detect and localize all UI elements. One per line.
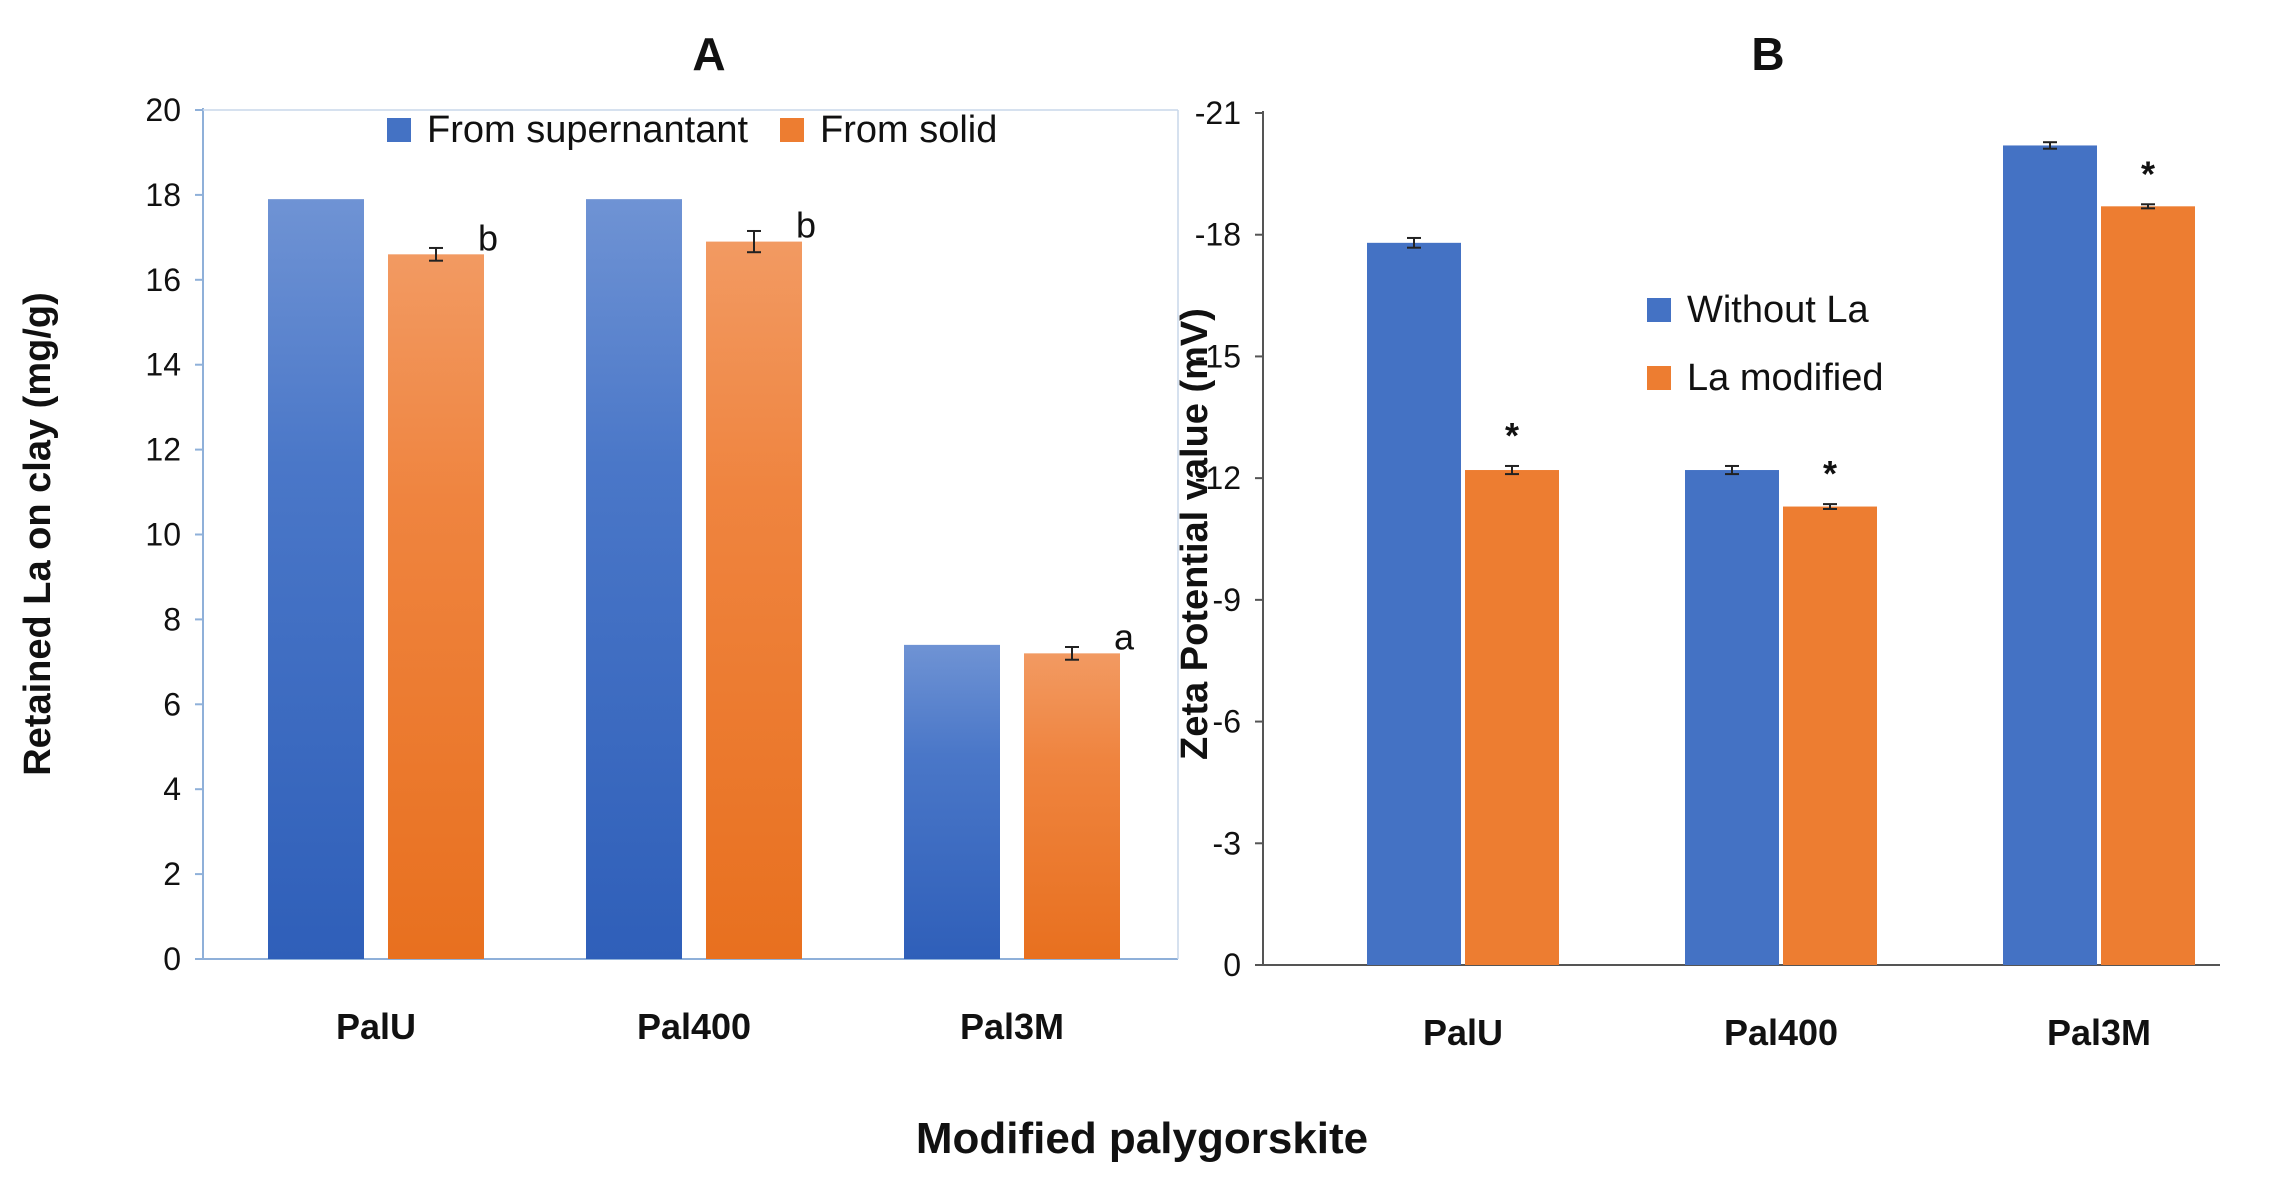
panel-a-y-axis-label: Retained La on clay (mg/g) <box>17 292 59 776</box>
panel-a-y-tick-label: 18 <box>145 177 181 213</box>
panel-b-y-tick-label: -9 <box>1213 582 1241 618</box>
panel-b-legend-label-1: Without La <box>1687 289 1870 331</box>
panel-b-bar-pal3m-series-2 <box>2101 206 2195 966</box>
panel-a-chart: A Retained La on clay (mg/g) 0 2 4 6 8 10 12 14 16… <box>17 28 1179 1047</box>
panel-a-bar-pal400-series-2 <box>706 241 802 960</box>
panel-a-legend-label-1: From supernantant <box>427 109 748 151</box>
panel-a-y-tick-label: 20 <box>145 92 181 128</box>
panel-a-legend-swatch-2 <box>780 118 804 142</box>
panel-b-bar-palu-series-2 <box>1465 470 1559 965</box>
panel-b-y-tick-label: -18 <box>1195 217 1241 253</box>
panel-b-bar-pal400-series-2 <box>1783 506 1877 965</box>
panel-b-y-tick-label: 0 <box>1223 947 1241 983</box>
panel-a-legend-label-2: From solid <box>820 109 997 151</box>
panel-b-y-tick-label: -12 <box>1195 460 1241 496</box>
panel-b-title: B <box>1751 28 1784 80</box>
panel-b-bar-palu-series-1 <box>1367 242 1461 966</box>
panel-b-significance-star: * <box>1823 453 1837 494</box>
panel-a-x-tick-label: Pal400 <box>637 1006 751 1047</box>
panel-a-x-tick-label: Pal3M <box>960 1006 1064 1047</box>
panel-a-y-tick-label: 6 <box>163 686 181 722</box>
panel-a-significance-letter: b <box>796 205 816 246</box>
panel-b-y-tick-label: -21 <box>1195 95 1241 131</box>
panel-b-x-tick-label: PalU <box>1423 1012 1503 1053</box>
panel-a-bar-palu-series-1 <box>268 199 364 959</box>
panel-a-y-tick-label: 10 <box>145 517 181 553</box>
panel-a-y-tick-label: 8 <box>163 601 181 637</box>
panel-a-legend-swatch-1 <box>387 118 411 142</box>
panel-b-x-tick-label: Pal400 <box>1724 1012 1838 1053</box>
panel-a-bar-pal3m-series-1 <box>904 644 1000 959</box>
panel-a-y-tick-label: 4 <box>163 771 181 807</box>
panel-b-y-tick-label: -3 <box>1213 825 1241 861</box>
panel-b-bar-pal3m-series-1 <box>2003 145 2097 965</box>
panel-a-y-tick-label: 12 <box>145 432 181 468</box>
panel-a-bar-pal400-series-1 <box>586 199 682 959</box>
panel-b-legend-swatch-2 <box>1647 366 1671 390</box>
panel-a-significance-letter: b <box>478 217 498 258</box>
panel-a-y-tick-label: 14 <box>145 347 181 383</box>
shared-x-axis-label: Modified palygorskite <box>916 1114 1368 1163</box>
panel-a-y-tick-label: 2 <box>163 856 181 892</box>
panel-b-x-tick-label: Pal3M <box>2047 1012 2151 1053</box>
panel-b-y-tick-label: -15 <box>1195 338 1241 374</box>
panel-a-significance-letter: a <box>1114 616 1135 657</box>
panel-a-x-tick-label: PalU <box>336 1006 416 1047</box>
panel-a-title: A <box>692 28 725 80</box>
panel-a-bar-pal3m-series-2 <box>1024 653 1120 959</box>
panel-a-y-tick-label: 16 <box>145 262 181 298</box>
panel-b-legend-label-2: La modified <box>1687 357 1883 399</box>
panel-b-legend-swatch-1 <box>1647 298 1671 322</box>
panel-b-significance-star: * <box>2141 153 2155 194</box>
panel-a-bar-palu-series-2 <box>388 254 484 959</box>
panel-a-y-tick-label: 0 <box>163 941 181 977</box>
panel-b-y-axis-label: Zeta Potential value (mV) <box>1174 308 1216 760</box>
panel-b-y-tick-label: -6 <box>1213 704 1241 740</box>
panel-b-bar-pal400-series-1 <box>1685 470 1779 965</box>
panel-b-chart: B Zeta Potential value (mV) 0 -3 -6 -9 -12 -15 -… <box>1174 28 2220 1053</box>
panel-b-significance-star: * <box>1505 415 1519 456</box>
